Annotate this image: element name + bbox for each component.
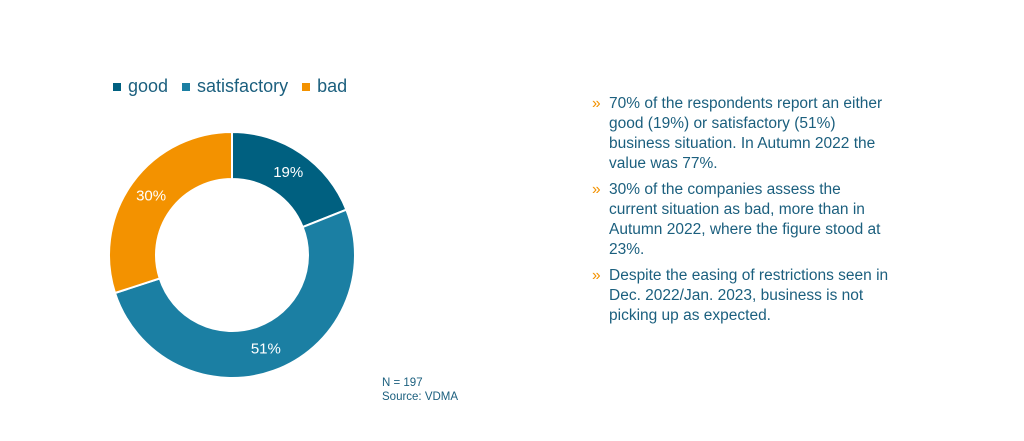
legend-swatch-good (113, 82, 121, 91)
donut-label-satisfactory: 51% (251, 341, 281, 358)
summary-bullet-list: » 70% of the respondents report an eithe… (592, 94, 892, 332)
legend-label-good: good (128, 76, 169, 96)
legend-label-satisfactory: satisfactory (197, 76, 289, 96)
bullet-text: Despite the easing of restrictions seen … (609, 267, 889, 324)
legend-item-satisfactory: satisfactory (182, 76, 288, 97)
donut-label-bad: 30% (136, 188, 166, 205)
summary-bullet: » 70% of the respondents report an eithe… (592, 94, 892, 174)
donut-slice-satisfactory (113, 208, 356, 379)
bullet-marker-icon: » (592, 267, 601, 284)
sample-size-note: N = 197 (382, 377, 423, 389)
legend-swatch-bad (302, 82, 311, 91)
source-note: Source: VDMA (382, 391, 459, 403)
bullet-text: 70% of the respondents report an either … (609, 95, 883, 172)
donut-slice-bad (108, 130, 233, 295)
donut-label-good: 19% (273, 164, 303, 181)
legend-label-bad: bad (317, 76, 348, 96)
bullet-text: 30% of the companies assess the current … (609, 181, 881, 258)
bullet-marker-icon: » (592, 181, 601, 198)
legend-item-good: good (113, 76, 168, 97)
donut-chart: 19% 51% 30% (108, 130, 356, 379)
summary-bullet: » 30% of the companies assess the curren… (592, 180, 892, 260)
chart-footnote: N = 197 Source: VDMA (382, 376, 458, 404)
chart-legend: good satisfactory bad (113, 76, 361, 97)
legend-item-bad: bad (302, 76, 347, 97)
legend-swatch-satisfactory (182, 82, 191, 91)
summary-bullet: » Despite the easing of restrictions see… (592, 266, 892, 326)
bullet-marker-icon: » (592, 95, 601, 112)
